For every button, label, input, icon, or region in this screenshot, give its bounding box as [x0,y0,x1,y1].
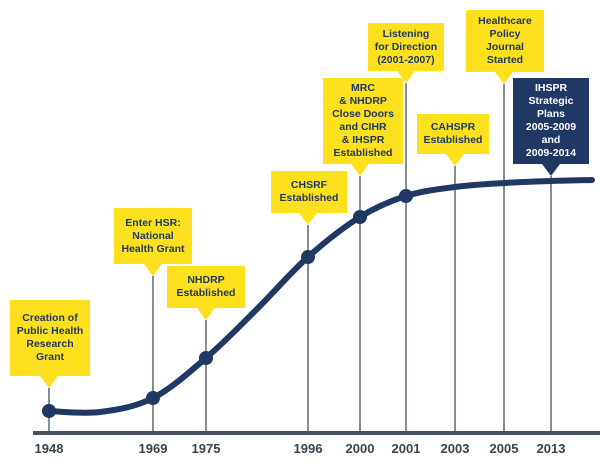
connector-line-1975 [205,320,207,435]
callout-pointer-1948 [40,376,58,388]
axis-year-1996: 1996 [293,441,323,456]
event-label-1969: Enter HSR: National Health Grant [121,216,185,255]
event-label-2000: MRC & NHDRP Close Doors and CIHR & IHSPR Esta… [332,82,394,159]
event-callout-2013: IHSPR Strategic Plans 2005-2009 and 2009-2014 [513,78,589,176]
event-label-2005: Healthcare Policy Journal Started [478,15,532,66]
event-callout-1969: Enter HSR: National Health Grant [114,208,192,276]
milestone-dot-1948 [42,404,56,418]
callout-pointer-1996 [299,213,317,225]
event-callout-2003: CAHSPR Established [417,114,489,166]
event-label-1996: CHSRF Established [279,179,339,204]
axis-year-2001: 2001 [391,441,421,456]
event-label-1948: Creation of Public Health Research Grant [16,312,84,363]
connector-line-2001 [405,83,407,435]
milestone-dot-1975 [199,351,213,365]
callout-pointer-2013 [542,164,560,176]
callout-pointer-1969 [144,264,162,276]
connector-line-1969 [152,276,154,435]
callout-pointer-2001 [397,71,415,83]
milestone-dot-1996 [301,250,315,264]
event-callout-1996: CHSRF Established [271,171,347,225]
event-callout-2000: MRC & NHDRP Close Doors and CIHR & IHSPR Esta… [323,78,403,176]
milestone-dot-2001 [399,189,413,203]
event-callout-1948: Creation of Public Health Research Grant [10,300,90,388]
axis-year-1969: 1969 [138,441,168,456]
axis-year-2013: 2013 [536,441,566,456]
event-label-2001: Listening for Direction (2001-2007) [374,27,438,66]
connector-line-2000 [359,176,361,435]
callout-pointer-1975 [197,308,215,320]
connector-line-1996 [307,225,309,435]
axis-year-1948: 1948 [34,441,64,456]
callout-pointer-2000 [351,164,369,176]
axis-year-2000: 2000 [345,441,375,456]
axis-year-1975: 1975 [191,441,221,456]
connector-line-2005 [503,84,505,435]
callout-pointer-2003 [446,154,464,166]
milestone-dot-2000 [353,210,367,224]
connector-line-2003 [454,166,456,435]
axis-year-2003: 2003 [440,441,470,456]
event-label-2013: IHSPR Strategic Plans 2005-2009 and 2009-2014 [525,82,577,159]
timeline-axis [33,431,600,435]
axis-year-2005: 2005 [489,441,519,456]
event-callout-1975: NHDRP Established [167,266,245,320]
event-callout-2005: Healthcare Policy Journal Started [466,10,544,84]
connector-line-2013 [550,176,552,435]
event-label-2003: CAHSPR Established [423,121,483,146]
milestone-dot-1969 [146,391,160,405]
event-callout-2001: Listening for Direction (2001-2007) [368,23,444,83]
event-label-1975: NHDRP Established [176,274,236,299]
callout-pointer-2005 [495,72,513,84]
